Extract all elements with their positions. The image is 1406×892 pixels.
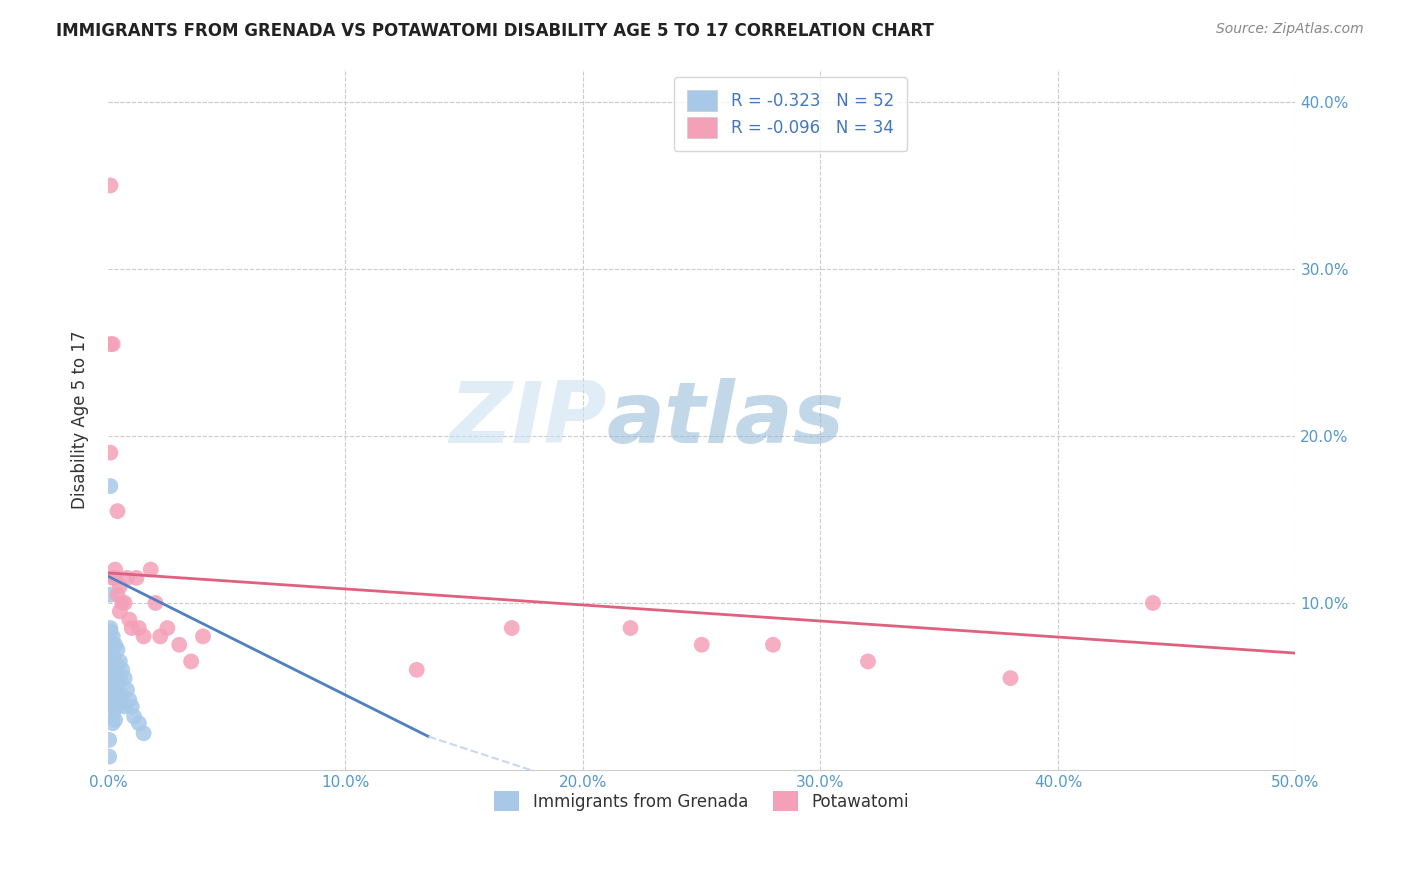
- Point: [115, 571, 138, 585]
- Point: [108, 579, 131, 593]
- Point: [104, 699, 127, 714]
- Point: [101, 571, 124, 585]
- Point: [98, 674, 121, 689]
- Point: [1000, 671, 1022, 685]
- Point: [111, 688, 134, 702]
- Point: [101, 716, 124, 731]
- Point: [139, 563, 162, 577]
- Text: atlas: atlas: [607, 377, 845, 461]
- Point: [104, 563, 127, 577]
- Point: [108, 604, 131, 618]
- Point: [101, 663, 124, 677]
- Point: [107, 642, 129, 657]
- Point: [108, 671, 131, 685]
- Text: ZIP: ZIP: [449, 377, 607, 461]
- Point: [191, 629, 214, 643]
- Point: [98, 696, 121, 710]
- Point: [98, 646, 121, 660]
- Point: [107, 588, 129, 602]
- Point: [101, 707, 124, 722]
- Point: [107, 676, 129, 690]
- Text: IMMIGRANTS FROM GRENADA VS POTAWATOMI DISABILITY AGE 5 TO 17 CORRELATION CHART: IMMIGRANTS FROM GRENADA VS POTAWATOMI DI…: [56, 22, 934, 40]
- Point: [619, 621, 641, 635]
- Point: [145, 596, 167, 610]
- Point: [98, 663, 121, 677]
- Point: [108, 655, 131, 669]
- Point: [101, 337, 124, 351]
- Point: [1142, 596, 1164, 610]
- Point: [98, 684, 121, 698]
- Text: Source: ZipAtlas.com: Source: ZipAtlas.com: [1216, 22, 1364, 37]
- Point: [104, 713, 127, 727]
- Point: [128, 716, 150, 731]
- Point: [156, 621, 179, 635]
- Point: [690, 638, 713, 652]
- Point: [107, 504, 129, 518]
- Point: [114, 596, 136, 610]
- Point: [132, 726, 155, 740]
- Point: [98, 657, 121, 672]
- Point: [762, 638, 785, 652]
- Point: [108, 696, 131, 710]
- Point: [122, 709, 145, 723]
- Point: [107, 699, 129, 714]
- Point: [132, 629, 155, 643]
- Point: [128, 621, 150, 635]
- Point: [101, 649, 124, 664]
- Point: [111, 663, 134, 677]
- Point: [98, 624, 121, 639]
- Point: [118, 613, 141, 627]
- Point: [118, 693, 141, 707]
- Point: [121, 699, 143, 714]
- Point: [104, 571, 127, 585]
- Point: [101, 671, 124, 685]
- Point: [98, 479, 121, 493]
- Point: [98, 588, 121, 602]
- Point: [98, 638, 121, 652]
- Legend: Immigrants from Grenada, Potawatomi: Immigrants from Grenada, Potawatomi: [481, 778, 922, 825]
- Point: [98, 445, 121, 459]
- Point: [98, 671, 121, 685]
- Point: [104, 688, 127, 702]
- Point: [114, 699, 136, 714]
- Point: [101, 699, 124, 714]
- Point: [98, 682, 121, 697]
- Point: [98, 693, 121, 707]
- Point: [101, 682, 124, 697]
- Point: [104, 655, 127, 669]
- Point: [167, 638, 190, 652]
- Point: [101, 693, 124, 707]
- Point: [856, 655, 879, 669]
- Point: [98, 688, 121, 702]
- Point: [405, 663, 427, 677]
- Point: [115, 682, 138, 697]
- Point: [180, 655, 202, 669]
- Point: [98, 178, 121, 193]
- Point: [149, 629, 172, 643]
- Point: [114, 671, 136, 685]
- Point: [125, 571, 148, 585]
- Point: [101, 629, 124, 643]
- Point: [98, 749, 121, 764]
- Point: [98, 337, 121, 351]
- Point: [111, 596, 134, 610]
- Y-axis label: Disability Age 5 to 17: Disability Age 5 to 17: [72, 330, 89, 508]
- Point: [501, 621, 523, 635]
- Point: [107, 659, 129, 673]
- Point: [98, 733, 121, 747]
- Point: [101, 638, 124, 652]
- Point: [98, 680, 121, 694]
- Point: [98, 621, 121, 635]
- Point: [98, 655, 121, 669]
- Point: [104, 671, 127, 685]
- Point: [104, 638, 127, 652]
- Point: [121, 621, 143, 635]
